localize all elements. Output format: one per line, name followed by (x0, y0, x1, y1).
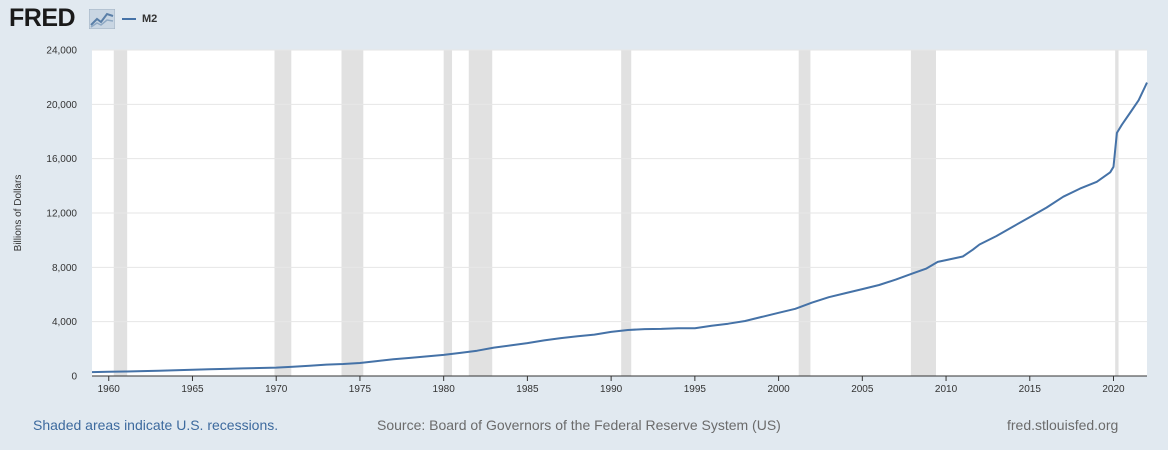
y-tick-label-0: 0 (71, 372, 77, 383)
series-line-m2 (91, 82, 1148, 374)
fred-logo[interactable]: FRED (9, 4, 76, 32)
x-tick-label-11: 2015 (1019, 384, 1042, 395)
x-tick-label-10: 2010 (935, 384, 958, 395)
legend-swatch-m2 (122, 18, 136, 20)
x-tick-label-5: 1985 (516, 384, 539, 395)
x-tick-label-1: 1965 (181, 384, 204, 395)
x-tick-label-0: 1960 (98, 384, 121, 395)
x-tick-label-12: 2020 (1102, 384, 1125, 395)
x-tick-label-7: 1995 (684, 384, 707, 395)
legend: M2 (122, 10, 157, 28)
x-tick-label-4: 1980 (433, 384, 456, 395)
x-tick-label-6: 1990 (600, 384, 623, 395)
x-tick-label-3: 1975 (349, 384, 372, 395)
y-tick-label-4: 16,000 (46, 154, 77, 165)
y-axis-label: Billions of Dollars (13, 175, 24, 252)
x-tick-label-2: 1970 (265, 384, 288, 395)
y-tick-label-6: 24,000 (46, 46, 77, 57)
chart: 0 4,000 8,000 12,000 16,000 20,000 24,000 1960 1… (13, 46, 1148, 395)
site-url: fred.stlouisfed.org (1007, 417, 1119, 433)
fred-graph-icon (89, 9, 115, 29)
y-tick-label-1: 4,000 (52, 317, 77, 328)
source-text: Source: Board of Governors of the Federa… (377, 417, 781, 433)
y-tick-label-2: 8,000 (52, 263, 77, 274)
y-tick-label-5: 20,000 (46, 100, 77, 111)
legend-label-m2: M2 (142, 13, 158, 25)
y-tick-label-3: 12,000 (46, 209, 77, 220)
x-tick-label-9: 2005 (851, 384, 874, 395)
x-tick-label-8: 2000 (767, 384, 790, 395)
header: FRED M2 (0, 0, 1168, 44)
recession-note-link[interactable]: Shaded areas indicate U.S. recessions. (33, 417, 279, 433)
